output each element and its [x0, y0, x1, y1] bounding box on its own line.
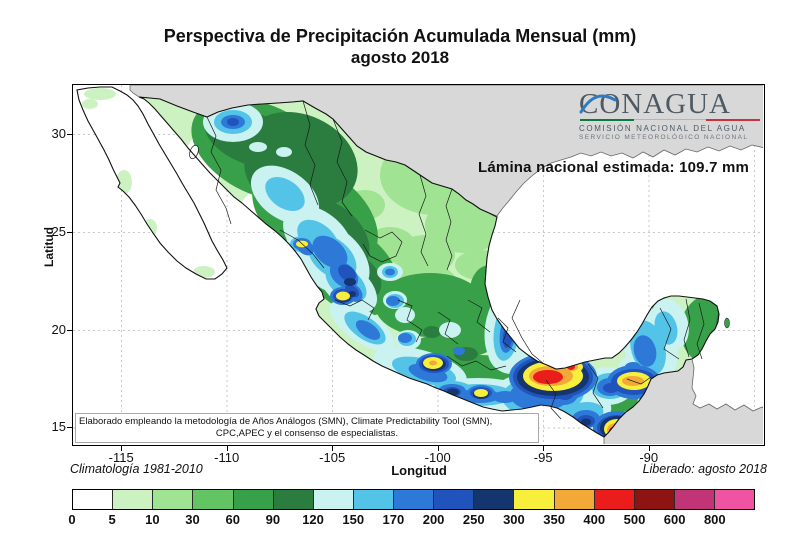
- x-tick-label: -90: [639, 450, 659, 465]
- colorbar-segment: [273, 490, 314, 509]
- state-borders: [206, 100, 705, 420]
- colorbar-labels: 0 5 10 30 60 90 120 150 170 200 250 300 350 400 500 600…: [68, 512, 772, 530]
- y-tick-mark: [67, 329, 72, 331]
- colorbar-segment: [474, 490, 515, 509]
- colorbar-segment: [594, 490, 635, 509]
- conagua-logo: CONAGUA COMISIÓN NACIONAL DEL AGUA SERVI…: [579, 90, 763, 141]
- colorbar-label: 150: [342, 512, 365, 527]
- page-title: Perspectiva de Precipitación Acumulada M…: [163, 26, 637, 46]
- x-tick-label: -105: [319, 450, 346, 465]
- x-tick-label: -100: [424, 450, 451, 465]
- x-tick-mark: [437, 446, 439, 451]
- colorbar-segment: [193, 490, 234, 509]
- precipitation-colorbar: [72, 489, 755, 510]
- conagua-logo-swoosh-icon: [579, 94, 617, 114]
- colorbar-label: 400: [583, 512, 606, 527]
- colorbar-segment: [434, 490, 475, 509]
- mexico-precipitation-map: [73, 85, 763, 444]
- colorbar-label: 350: [543, 512, 565, 527]
- colorbar-segment: [233, 490, 274, 509]
- conagua-logo-subtitle-1: COMISIÓN NACIONAL DEL AGUA: [579, 124, 746, 133]
- baja-california-outline: [76, 86, 228, 280]
- y-axis-label: Latitud: [42, 227, 56, 267]
- y-tick-label: 30: [51, 126, 66, 142]
- colorbar-segment: [113, 490, 154, 509]
- colorbar-label: 500: [623, 512, 646, 527]
- colorbar-label: 60: [225, 512, 240, 527]
- y-tick-mark: [67, 427, 72, 429]
- colorbar-label: 10: [145, 512, 160, 527]
- national-estimate-annotation: Lámina nacional estimada: 109.7 mm: [478, 159, 750, 176]
- colorbar-label: 300: [503, 512, 525, 527]
- map-frame: Lámina nacional estimada: 109.7 mm Elabo…: [72, 84, 765, 446]
- x-tick-mark: [226, 446, 228, 451]
- x-axis-label: Longitud: [391, 463, 447, 478]
- colorbar-segment: [153, 490, 194, 509]
- colorbar-segment: [73, 490, 114, 509]
- logo-bar-red: [706, 118, 760, 121]
- conagua-logo-tricolor-bar: [580, 118, 760, 121]
- colorbar-label: 5: [108, 512, 116, 527]
- colorbar-segment: [554, 490, 595, 509]
- x-tick-label: -110: [214, 450, 240, 465]
- colorbar-label: 170: [382, 512, 405, 527]
- colorbar-label: 600: [663, 512, 686, 527]
- colorbar-label: 30: [185, 512, 200, 527]
- colorbar-label: 120: [302, 512, 324, 527]
- y-tick-label: 25: [51, 223, 66, 239]
- release-note: Liberado: agosto 2018: [642, 462, 767, 476]
- colorbar-segment: [634, 490, 675, 509]
- colorbar-label: 250: [462, 512, 485, 527]
- logo-bar-green: [580, 118, 634, 121]
- y-tick-mark: [67, 134, 72, 136]
- methodology-line2: CPC,APEC y el consenso de especialistas.: [215, 428, 399, 439]
- mexico-mainland-outline: [138, 96, 720, 438]
- colorbar-label: 800: [703, 512, 726, 527]
- x-tick-mark: [332, 446, 334, 451]
- x-tick-label: -95: [533, 450, 553, 465]
- colorbar-segment: [674, 490, 715, 509]
- colorbar-segment: [715, 490, 755, 509]
- page-subtitle: agosto 2018: [350, 48, 450, 67]
- logo-bar-middle: [634, 119, 706, 120]
- y-tick-label: 20: [51, 321, 66, 337]
- colorbar-label: 90: [265, 512, 281, 527]
- colorbar-segment: [514, 490, 555, 509]
- methodology-line1: Elaborado empleando la metodología de Añ…: [79, 416, 493, 427]
- colorbar-label: 200: [422, 512, 445, 527]
- methodology-note: Elaborado empleando la metodología de Añ…: [75, 413, 539, 443]
- colorbar-label: 0: [68, 512, 76, 527]
- colorbar-segment: [353, 490, 394, 509]
- colorbar-segment: [394, 490, 435, 509]
- colorbar-segment: [313, 490, 354, 509]
- x-tick-mark: [648, 446, 650, 451]
- y-tick-label: 15: [51, 419, 66, 435]
- islands: [189, 144, 730, 329]
- x-tick-mark: [543, 446, 545, 451]
- conagua-logo-subtitle-2: SERVICIO METEOROLÓGICO NACIONAL: [579, 134, 749, 141]
- x-tick-mark: [121, 446, 123, 451]
- x-tick-label: -115: [108, 450, 134, 465]
- climatology-note: Climatología 1981-2010: [70, 462, 203, 476]
- conagua-logo-wordmark: CONAGUA: [579, 88, 731, 120]
- y-tick-mark: [67, 231, 72, 233]
